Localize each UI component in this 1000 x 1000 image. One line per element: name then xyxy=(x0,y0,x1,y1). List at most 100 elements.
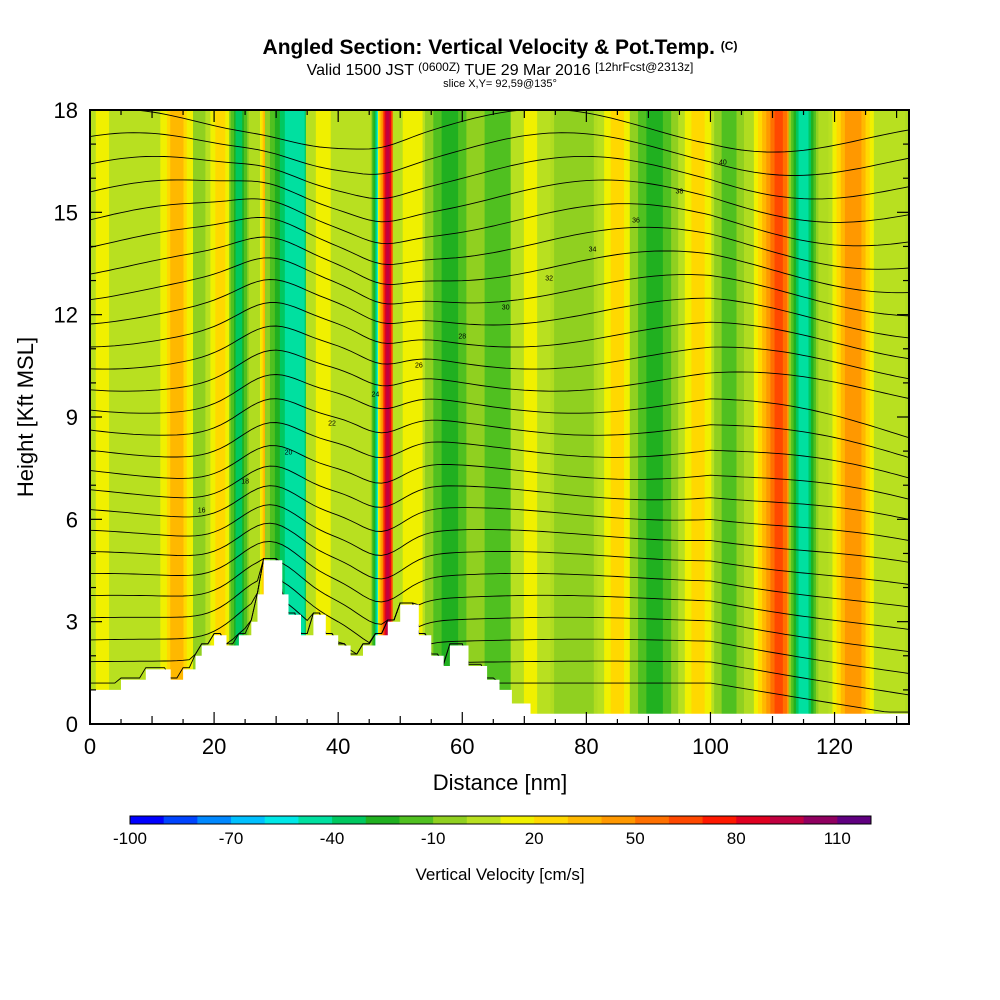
colorbar-swatch xyxy=(231,816,266,824)
potential-temperature-contours: 16 18 20 22 24 26 28 30 32 34 36 38 40 xyxy=(90,110,909,713)
isentrope-label: 22 xyxy=(328,421,336,428)
isentrope-line xyxy=(90,132,909,176)
colorbar-swatch xyxy=(567,816,603,824)
isentrope-line xyxy=(90,445,909,500)
colorbar-swatch xyxy=(298,816,333,824)
title-block: Angled Section: Vertical Velocity & Pot.… xyxy=(0,34,1000,90)
y-tick-label: 12 xyxy=(54,303,78,328)
colorbar-tick-label: 110 xyxy=(824,829,851,848)
velocity-field xyxy=(90,110,909,724)
y-tick-label: 18 xyxy=(54,98,78,123)
colorbar-swatch xyxy=(466,816,501,824)
chart-title: Angled Section: Vertical Velocity & Pot.… xyxy=(262,36,738,59)
colorbar-swatch xyxy=(702,816,737,824)
colorbar: -100 -70 -40 -10 20 50 80 110 xyxy=(113,815,872,848)
velocity-strip xyxy=(494,110,505,724)
colorbar-swatch xyxy=(332,816,367,824)
y-tick-label: 3 xyxy=(66,610,78,635)
velocity-band xyxy=(114,110,165,724)
velocity-band xyxy=(629,110,680,724)
x-tick-label: 100 xyxy=(692,734,729,759)
colorbar-tick-label: -10 xyxy=(421,829,446,848)
velocity-band xyxy=(788,110,819,724)
velocity-strip xyxy=(887,110,893,724)
velocity-band xyxy=(205,110,236,724)
velocity-band xyxy=(157,110,197,724)
velocity-band xyxy=(377,110,398,724)
isentrope-label: 24 xyxy=(372,392,380,399)
isentrope-line xyxy=(90,179,909,223)
slice-info: slice X,Y= 92,59@135° xyxy=(443,78,557,90)
velocity-strip xyxy=(570,110,578,724)
velocity-strip xyxy=(726,110,732,724)
velocity-strip xyxy=(445,110,454,724)
isentrope-label: 34 xyxy=(589,247,597,254)
y-tick-label: 15 xyxy=(54,200,78,225)
isentrope-label: 36 xyxy=(632,218,640,225)
isentrope-label: 20 xyxy=(285,450,293,457)
y-tick-label: 6 xyxy=(66,507,78,532)
velocity-strip xyxy=(650,110,659,724)
colorbar-swatch xyxy=(433,816,468,824)
colorbar-swatch xyxy=(668,816,704,824)
colorbar-swatch xyxy=(837,816,872,824)
colorbar-frame xyxy=(129,815,872,825)
isentrope-label: 30 xyxy=(502,305,510,312)
x-tick-label: 60 xyxy=(450,734,474,759)
isentrope-line xyxy=(90,504,909,563)
isentrope-line xyxy=(90,198,909,247)
colorbar-tick-label: -70 xyxy=(219,829,244,848)
x-tick-label: 0 xyxy=(84,734,96,759)
colorbar-swatch xyxy=(803,816,838,824)
isentrope-line xyxy=(90,558,909,630)
chart-subtitle: Valid 1500 JST (0600Z) TUE 29 Mar 2016 [… xyxy=(306,60,694,79)
terrain-mask xyxy=(90,560,909,724)
y-tick-label: 0 xyxy=(66,712,78,737)
velocity-band xyxy=(828,110,878,724)
isentrope-label: 32 xyxy=(545,276,553,283)
colorbar-tick-label: -40 xyxy=(320,829,345,848)
velocity-band xyxy=(678,110,718,724)
x-tick-label: 120 xyxy=(816,734,853,759)
colorbar-swatch xyxy=(130,816,165,824)
isentrope-line xyxy=(90,325,909,380)
x-axis: 0 20 40 60 80 100 120 xyxy=(84,110,898,759)
velocity-strip xyxy=(347,110,354,724)
colorbar-swatch xyxy=(635,816,670,824)
colorbar-swatch xyxy=(534,816,569,824)
velocity-strip xyxy=(801,110,807,724)
isentrope-line xyxy=(90,465,909,520)
colorbar-tick-label: 20 xyxy=(525,829,544,848)
velocity-strip xyxy=(289,110,300,724)
isentrope-label: 18 xyxy=(241,479,249,486)
isentrope-line xyxy=(90,155,909,200)
isentrope-line xyxy=(90,485,909,541)
isentrope-line xyxy=(90,522,909,585)
isentrope-label: 40 xyxy=(719,160,727,167)
velocity-band xyxy=(714,110,744,724)
velocity-band xyxy=(330,110,371,724)
velocity-strip xyxy=(173,110,181,724)
colorbar-swatch xyxy=(399,816,434,824)
isentrope-line xyxy=(90,302,909,360)
velocity-strip xyxy=(99,110,106,724)
colorbar-swatch xyxy=(736,816,771,824)
isentrope-line xyxy=(90,422,909,479)
isentrope-label: 26 xyxy=(415,363,423,370)
velocity-strip xyxy=(527,110,534,724)
isentrope-line xyxy=(90,558,909,653)
velocity-strip xyxy=(237,110,241,724)
y-axis-label: Height [Kft MSL] xyxy=(13,337,38,497)
colorbar-tick-label: -100 xyxy=(113,829,147,848)
velocity-strip xyxy=(217,110,223,724)
isentrope-line xyxy=(90,374,909,439)
colorbar-tick-label: 50 xyxy=(626,829,645,848)
colorbar-swatch xyxy=(601,816,636,824)
isentrope-line xyxy=(90,558,909,674)
isentrope-label: 16 xyxy=(198,508,206,515)
velocity-strip xyxy=(135,110,144,724)
isentrope-label: 38 xyxy=(676,189,684,196)
colorbar-swatch xyxy=(163,816,198,824)
velocity-strip xyxy=(386,110,390,724)
